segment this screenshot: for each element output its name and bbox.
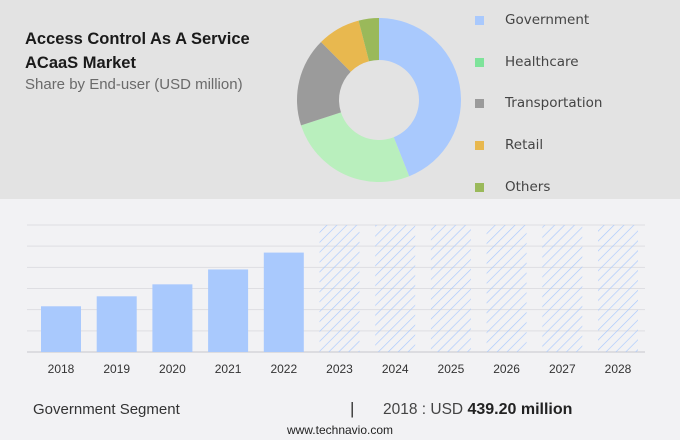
bar-2021 bbox=[208, 269, 249, 352]
forecast-bar-2026 bbox=[486, 225, 527, 352]
bar-2018 bbox=[41, 306, 81, 352]
legend-item-government: Government bbox=[470, 10, 589, 30]
x-tick-label: 2024 bbox=[382, 362, 409, 376]
legend-label-retail: Retail bbox=[505, 137, 544, 153]
x-tick-label: 2022 bbox=[270, 362, 297, 376]
donut-slice-retail bbox=[321, 20, 370, 72]
x-tick-label: 2023 bbox=[326, 362, 353, 376]
forecast-bar-2028 bbox=[598, 225, 638, 352]
source-url[interactable]: www.technavio.com bbox=[286, 423, 394, 437]
x-tick-label: 2021 bbox=[215, 362, 242, 376]
legend-item-others: Others bbox=[470, 177, 550, 197]
donut-slice-government bbox=[379, 18, 461, 177]
footer-separator: | bbox=[350, 399, 355, 418]
x-tick-label: 2025 bbox=[438, 362, 465, 376]
x-tick-label: 2027 bbox=[549, 362, 576, 376]
legend-swatch-transportation bbox=[475, 98, 484, 108]
legend-label-healthcare: Healthcare bbox=[505, 54, 579, 70]
legend-swatch-government bbox=[475, 15, 484, 25]
chart-subtitle: Share by End-user (USD million) bbox=[25, 76, 243, 93]
legend-label-transportation: Transportation bbox=[505, 95, 603, 111]
title-line-1: Access Control As A Service bbox=[25, 30, 250, 48]
legend-swatch-others bbox=[475, 182, 484, 192]
legend-label-others: Others bbox=[505, 179, 551, 195]
forecast-bar-2027 bbox=[542, 225, 583, 352]
legend-item-retail: Retail bbox=[470, 135, 543, 155]
x-tick-label: 2019 bbox=[103, 362, 130, 376]
forecast-bar-2025 bbox=[430, 225, 471, 352]
legend-item-healthcare: Healthcare bbox=[470, 52, 579, 72]
x-tick-label: 2018 bbox=[48, 362, 75, 376]
forecast-bar-2023 bbox=[319, 225, 360, 352]
segment-value-amount: 439.20 million bbox=[467, 401, 573, 418]
bar-2022 bbox=[263, 252, 304, 352]
legend-item-transportation: Transportation bbox=[470, 93, 602, 113]
title-line-2: ACaaS Market bbox=[25, 54, 136, 72]
donut-slice-transportation bbox=[297, 42, 351, 126]
x-tick-label: 2020 bbox=[159, 362, 186, 376]
segment-label: Government Segment bbox=[33, 401, 180, 418]
legend-swatch-retail bbox=[475, 140, 484, 150]
legend-swatch-healthcare bbox=[475, 57, 484, 67]
bar-2020 bbox=[152, 284, 193, 352]
x-tick-label: 2026 bbox=[493, 362, 520, 376]
legend-label-government: Government bbox=[505, 12, 590, 28]
segment-value: 2018 : USD 439.20 million bbox=[383, 401, 572, 419]
forecast-bar-2024 bbox=[375, 225, 416, 352]
chart-title: Access Control As A Service ACaaS Market bbox=[25, 27, 250, 75]
x-tick-label: 2028 bbox=[605, 362, 632, 376]
bar-chart: 2018 2019 2020 2021 2022 2023 2024 2025 2026 2027… bbox=[27, 224, 645, 376]
segment-value-prefix: 2018 : USD bbox=[383, 401, 464, 418]
donut-slice-others bbox=[358, 18, 379, 62]
donut-slice-healthcare bbox=[301, 112, 410, 182]
bar-2019 bbox=[96, 296, 137, 352]
donut-chart bbox=[297, 18, 461, 182]
